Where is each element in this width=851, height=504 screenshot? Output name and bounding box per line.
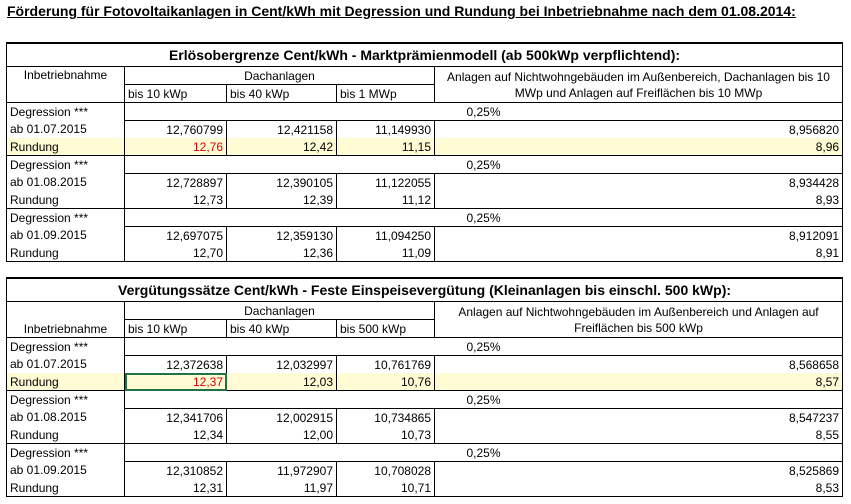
rounded-cell[interactable]: 8,91 (434, 244, 844, 262)
rounding-label: Rundung (6, 244, 125, 262)
degression-label: Degression *** (6, 390, 125, 409)
header-dachanlagen: Dachanlagen (124, 66, 435, 85)
value-cell[interactable]: 8,568658 (434, 355, 844, 373)
rounded-cell[interactable]: 12,42 (226, 138, 337, 156)
header-inbetriebnahme: Inbetriebnahme (6, 301, 125, 338)
rounded-cell[interactable]: 10,76 (336, 373, 435, 391)
table-erloesobergrenze: Erlösobergrenze Cent/kWh - Marktprämienm… (5, 42, 844, 262)
rounded-cell[interactable]: 12,76 (124, 138, 227, 156)
rounded-cell[interactable]: 10,73 (336, 426, 435, 444)
header-dachanlagen: Dachanlagen (124, 301, 435, 320)
value-cell[interactable]: 12,760799 (124, 120, 227, 138)
header-bis-40: bis 40 kWp (226, 84, 337, 103)
rounded-cell[interactable]: 11,97 (226, 479, 337, 497)
degression-label: Degression *** (6, 155, 125, 174)
rounded-cell[interactable]: 12,39 (226, 191, 337, 209)
rounding-label: Rundung (6, 191, 125, 209)
table-title: Vergütungssätze Cent/kWh - Feste Einspei… (5, 277, 844, 302)
value-cell[interactable]: 11,094250 (336, 226, 435, 244)
rounded-cell[interactable]: 11,15 (336, 138, 435, 156)
rounding-label: Rundung (6, 479, 125, 497)
rounded-cell[interactable]: 11,12 (336, 191, 435, 209)
rounded-cell[interactable]: 10,71 (336, 479, 435, 497)
header-inbetriebnahme: Inbetriebnahme (6, 66, 125, 103)
degression-value: 0,25% (124, 208, 844, 227)
page-title: Förderung für Fotovoltaikanlagen in Cent… (7, 3, 796, 19)
date-label: ab 01.08.2015 (6, 408, 125, 426)
value-cell[interactable]: 12,359130 (226, 226, 337, 244)
degression-value: 0,25% (124, 390, 844, 409)
degression-label: Degression *** (6, 102, 125, 121)
degression-label: Degression *** (6, 337, 125, 356)
header-bis-500: bis 500 kWp (336, 319, 435, 338)
rounding-label: Rundung (6, 426, 125, 444)
date-label: ab 01.07.2015 (6, 120, 125, 138)
header-other-facilities: Anlagen auf Nichtwohngebäuden im Außenbe… (434, 66, 844, 103)
degression-label: Degression *** (6, 443, 125, 462)
value-cell[interactable]: 12,697075 (124, 226, 227, 244)
rounded-cell[interactable]: 12,36 (226, 244, 337, 262)
value-cell[interactable]: 11,122055 (336, 173, 435, 191)
rounded-cell[interactable]: 12,73 (124, 191, 227, 209)
degression-value: 0,25% (124, 443, 844, 462)
header-bis-40: bis 40 kWp (226, 319, 337, 338)
rounded-cell[interactable]: 8,57 (434, 373, 844, 391)
value-cell[interactable]: 12,372638 (124, 355, 227, 373)
value-cell[interactable]: 11,972907 (226, 461, 337, 479)
rounding-label: Rundung (6, 373, 125, 391)
date-label: ab 01.07.2015 (6, 355, 125, 373)
date-label: ab 01.09.2015 (6, 226, 125, 244)
rounded-cell[interactable]: 12,03 (226, 373, 337, 391)
rounded-cell[interactable]: 8,93 (434, 191, 844, 209)
value-cell[interactable]: 8,934428 (434, 173, 844, 191)
value-cell[interactable]: 10,734865 (336, 408, 435, 426)
rounded-cell[interactable]: 12,00 (226, 426, 337, 444)
rounded-cell[interactable]: 8,96 (434, 138, 844, 156)
degression-value: 0,25% (124, 337, 844, 356)
degression-value: 0,25% (124, 155, 844, 174)
table-title: Erlösobergrenze Cent/kWh - Marktprämienm… (5, 42, 844, 67)
rounded-cell[interactable]: 8,53 (434, 479, 844, 497)
degression-label: Degression *** (6, 208, 125, 227)
value-cell[interactable]: 8,912091 (434, 226, 844, 244)
value-cell[interactable]: 12,002915 (226, 408, 337, 426)
value-cell[interactable]: 10,761769 (336, 355, 435, 373)
date-label: ab 01.09.2015 (6, 461, 125, 479)
header-bis-10: bis 10 kWp (124, 319, 227, 338)
value-cell[interactable]: 12,341706 (124, 408, 227, 426)
header-other-facilities: Anlagen auf Nichtwohngebäuden im Außenbe… (434, 301, 844, 338)
rounded-cell[interactable]: 12,70 (124, 244, 227, 262)
value-cell[interactable]: 12,421158 (226, 120, 337, 138)
rounded-cell[interactable]: 12,31 (124, 479, 227, 497)
header-bis-1mwp: bis 1 MWp (336, 84, 435, 103)
rounded-cell[interactable]: 8,55 (434, 426, 844, 444)
value-cell[interactable]: 8,525869 (434, 461, 844, 479)
table-verguetungssaetze: Vergütungssätze Cent/kWh - Feste Einspei… (5, 277, 844, 497)
degression-value: 0,25% (124, 102, 844, 121)
value-cell[interactable]: 12,390105 (226, 173, 337, 191)
header-bis-10: bis 10 kWp (124, 84, 227, 103)
rounding-label: Rundung (6, 138, 125, 156)
rounded-cell[interactable]: 12,34 (124, 426, 227, 444)
value-cell[interactable]: 11,149930 (336, 120, 435, 138)
date-label: ab 01.08.2015 (6, 173, 125, 191)
rounded-cell[interactable]: 11,09 (336, 244, 435, 262)
value-cell[interactable]: 12,728897 (124, 173, 227, 191)
value-cell[interactable]: 10,708028 (336, 461, 435, 479)
value-cell[interactable]: 8,547237 (434, 408, 844, 426)
value-cell[interactable]: 8,956820 (434, 120, 844, 138)
value-cell[interactable]: 12,310852 (124, 461, 227, 479)
rounded-cell-selected[interactable]: 12,37 (124, 373, 227, 391)
value-cell[interactable]: 12,032997 (226, 355, 337, 373)
